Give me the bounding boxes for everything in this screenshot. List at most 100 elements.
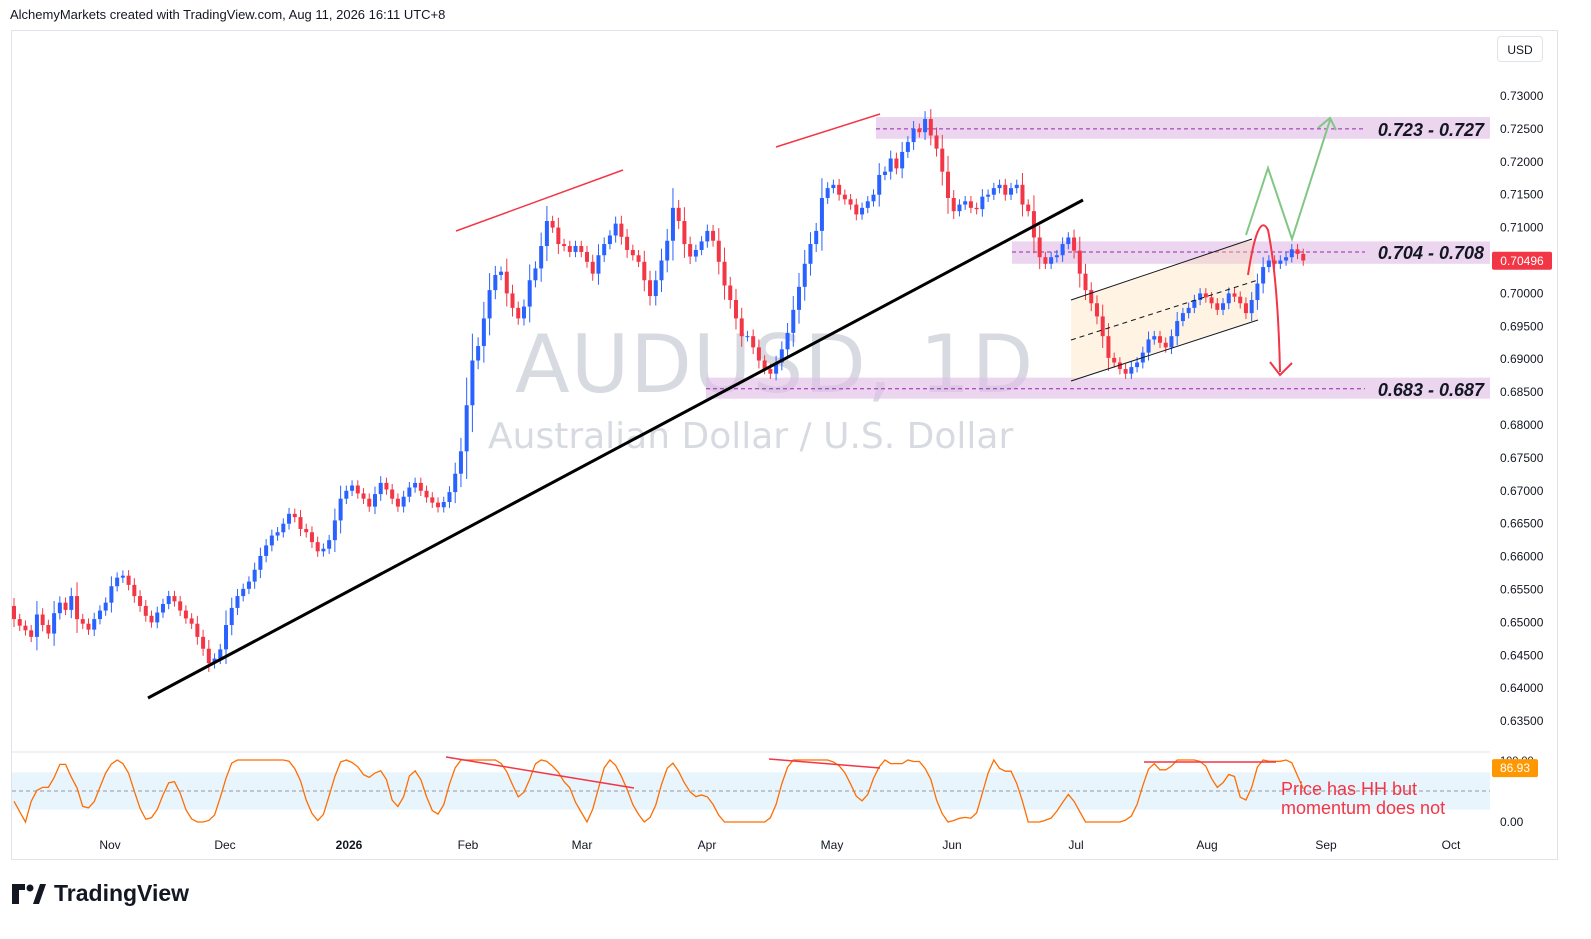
candle-body [957, 204, 962, 212]
candle [126, 570, 131, 591]
candle-body [413, 482, 418, 488]
candle-body [1192, 299, 1197, 308]
candle-body [40, 614, 45, 626]
candle [201, 629, 206, 656]
candle [458, 437, 463, 488]
candle-body [636, 255, 641, 262]
candle [1106, 323, 1111, 371]
candle-body [17, 619, 22, 626]
candle-body [590, 261, 595, 274]
candle-body [951, 197, 956, 212]
candle [837, 178, 842, 201]
currency-selector-button[interactable]: USD [1497, 36, 1543, 62]
candle-body [1146, 339, 1151, 353]
momentum-divergence-line [768, 758, 881, 769]
zone-rect [706, 377, 1490, 399]
candle-body [854, 204, 859, 215]
candle [1203, 288, 1208, 303]
candle [590, 254, 595, 281]
candle [659, 248, 664, 293]
candle-body [825, 188, 830, 198]
candle-body [361, 493, 366, 499]
candle-body [321, 548, 326, 552]
candle [556, 217, 561, 254]
candle [189, 613, 194, 629]
candle-body [504, 271, 509, 294]
candle-body [1020, 184, 1025, 205]
candle [733, 288, 738, 330]
candle [636, 249, 641, 268]
candle [172, 590, 177, 607]
price-tick-label: 0.72000 [1500, 155, 1544, 169]
candle-body [1203, 293, 1208, 298]
candle-body [842, 194, 847, 200]
candle-body [539, 246, 544, 269]
candle-body [659, 260, 664, 281]
brand-name: TradingView [54, 880, 190, 906]
candle-body [716, 240, 721, 262]
candle [923, 111, 928, 141]
candle-body [888, 158, 893, 172]
candle-body [149, 615, 154, 623]
bearish-projection-path [1247, 224, 1281, 373]
candle [567, 240, 572, 258]
candle [264, 539, 269, 563]
candle [917, 123, 922, 138]
candle-body [1106, 336, 1111, 358]
candle [521, 299, 526, 326]
candle [607, 230, 612, 250]
candle-body [120, 575, 125, 578]
candle-body [797, 286, 802, 310]
candle-body [1072, 237, 1077, 251]
osc-value-badge [1492, 759, 1538, 778]
time-axis: Nov Dec 2026 Feb Mar Apr May Jun Jul Aug Sep Oct [99, 838, 1461, 852]
candle-body [831, 184, 836, 189]
candle-body [785, 332, 790, 350]
candle [670, 188, 675, 261]
candle [258, 547, 263, 579]
candle-body [458, 451, 463, 474]
candle-body [917, 128, 922, 133]
candle [395, 493, 400, 512]
candle-body [1169, 336, 1174, 348]
candle [80, 613, 85, 629]
candle-body [871, 194, 876, 202]
candle-body [338, 498, 343, 521]
candle [1037, 225, 1042, 270]
candle [808, 232, 813, 276]
candle [722, 247, 727, 300]
candle-body [367, 498, 372, 507]
supply-demand-zones: 0.723 - 0.727 0.704 - 0.708 0.683 - 0.687 [706, 117, 1490, 400]
candle [1112, 352, 1117, 368]
candle-body [670, 207, 675, 241]
candle-body [607, 235, 612, 245]
candle-body [585, 251, 589, 262]
candle [1054, 249, 1059, 263]
candle [602, 237, 607, 262]
candle [57, 596, 62, 620]
candle [539, 232, 544, 282]
candle-body [29, 630, 34, 637]
candle-body [648, 280, 653, 297]
candle [1100, 304, 1105, 349]
candle [92, 612, 97, 636]
candle-body [292, 513, 297, 518]
candle-body [1198, 293, 1203, 300]
bullish-projection-path [1245, 119, 1331, 243]
candle-body [332, 520, 337, 541]
tradingview-logo[interactable]: TradingView [12, 880, 189, 907]
candle [860, 202, 865, 220]
candle-body [860, 207, 865, 215]
candle [453, 462, 458, 504]
candle [693, 244, 698, 262]
candle-body [80, 619, 85, 624]
candle-body [63, 602, 68, 610]
candle-body [1129, 367, 1134, 374]
candle-body [991, 188, 996, 195]
candle-body [711, 230, 716, 241]
candle-body [430, 497, 435, 503]
candle-body [160, 603, 165, 613]
candle [997, 179, 1002, 194]
